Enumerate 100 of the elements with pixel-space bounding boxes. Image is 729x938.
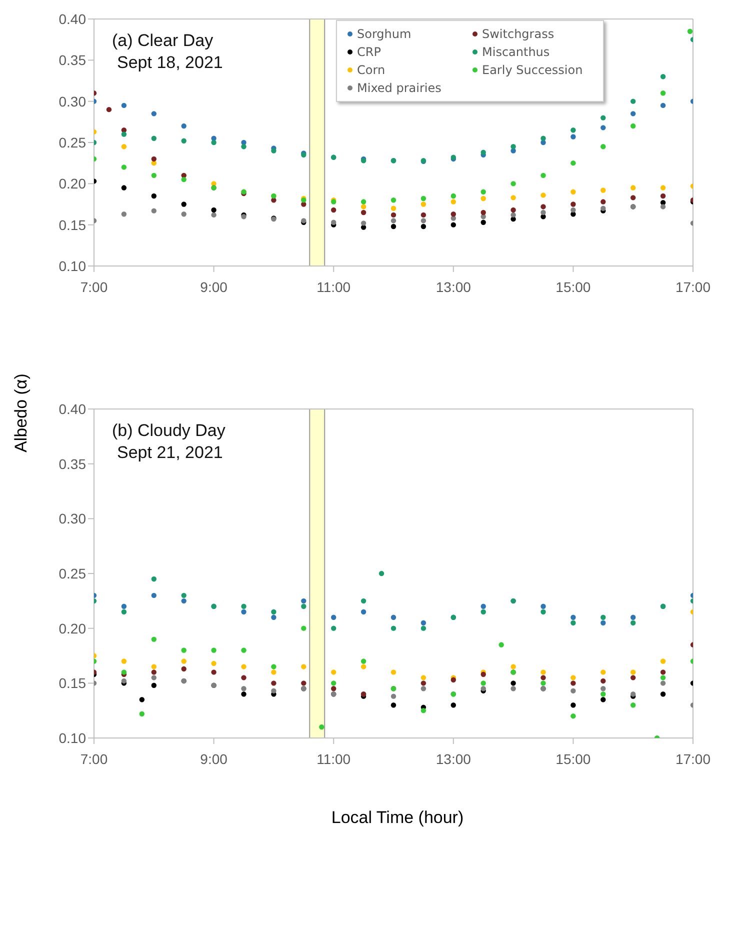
point xyxy=(540,192,546,198)
y-tick-label: 0.10 xyxy=(58,730,86,746)
point xyxy=(600,199,606,204)
point xyxy=(540,609,546,614)
point xyxy=(211,648,216,653)
point xyxy=(510,212,516,218)
point xyxy=(540,210,546,216)
point xyxy=(390,614,396,620)
point xyxy=(420,218,426,224)
point xyxy=(271,670,276,675)
legend-label: Miscanthus xyxy=(482,45,550,59)
legend-label: CRP xyxy=(357,45,381,59)
point xyxy=(331,686,336,692)
point xyxy=(480,196,486,202)
point xyxy=(331,220,336,225)
point xyxy=(151,208,156,214)
text: Sept 18, 2021 xyxy=(116,52,223,74)
y-tick-label: 0.20 xyxy=(58,176,86,192)
point xyxy=(378,570,384,576)
point xyxy=(510,680,516,686)
point xyxy=(181,592,186,598)
x-tick-label: 15:00 xyxy=(556,750,591,767)
y-axis-title: Albedo (α) xyxy=(11,374,31,452)
point xyxy=(181,598,186,604)
point xyxy=(301,626,306,631)
point xyxy=(540,172,546,178)
point xyxy=(420,708,426,714)
point xyxy=(660,670,666,675)
point xyxy=(480,150,486,155)
point xyxy=(360,220,366,226)
point xyxy=(450,702,456,708)
point xyxy=(151,193,156,199)
point xyxy=(331,670,336,675)
point xyxy=(360,210,366,216)
point xyxy=(121,604,127,609)
point xyxy=(121,658,127,664)
point xyxy=(181,648,186,653)
point xyxy=(420,620,426,626)
point xyxy=(420,224,426,230)
point xyxy=(241,675,246,680)
point xyxy=(630,675,636,680)
point xyxy=(271,609,276,614)
point xyxy=(211,660,216,666)
point xyxy=(106,106,112,112)
point xyxy=(450,222,456,228)
point xyxy=(181,658,186,664)
point xyxy=(540,675,546,680)
point xyxy=(390,670,396,675)
point xyxy=(450,199,456,204)
y-tick-label: 0.25 xyxy=(58,134,86,150)
point xyxy=(540,680,546,686)
point xyxy=(660,680,666,686)
text: (a) Clear Day xyxy=(112,30,214,52)
point xyxy=(151,670,156,675)
point xyxy=(420,626,426,631)
point xyxy=(360,199,366,204)
point xyxy=(600,206,606,211)
point xyxy=(390,218,396,224)
point xyxy=(510,181,516,186)
point xyxy=(151,172,156,178)
point xyxy=(450,193,456,199)
point xyxy=(151,592,156,598)
x-tick-label: 11:00 xyxy=(316,278,351,295)
y-tick-label: 0.25 xyxy=(58,565,86,582)
legend-label: Switchgrass xyxy=(482,27,554,41)
point xyxy=(390,224,396,230)
point xyxy=(600,692,606,697)
legend-label: Sorghum xyxy=(357,27,412,41)
point xyxy=(121,609,127,614)
x-tick-label: 17:00 xyxy=(675,278,711,295)
point xyxy=(211,207,216,213)
point xyxy=(151,156,156,162)
point xyxy=(390,212,396,218)
point xyxy=(630,702,636,708)
point xyxy=(570,160,576,166)
point xyxy=(390,694,396,699)
point xyxy=(331,680,336,686)
point xyxy=(121,144,127,150)
point xyxy=(510,195,516,200)
x-tick-label: 7:00 xyxy=(80,750,108,767)
legend-label: Early Succession xyxy=(482,63,583,77)
point xyxy=(570,202,576,207)
point xyxy=(241,686,246,692)
point xyxy=(630,670,636,675)
point xyxy=(498,642,504,648)
point xyxy=(630,98,636,104)
point xyxy=(600,686,606,692)
point xyxy=(181,123,186,129)
point xyxy=(121,185,127,190)
point xyxy=(600,115,606,120)
point xyxy=(390,702,396,708)
point xyxy=(480,604,486,609)
point xyxy=(271,664,276,670)
point xyxy=(271,614,276,620)
x-tick-label: 9:00 xyxy=(200,278,228,295)
x-tick-label: 15:00 xyxy=(556,278,591,295)
x-tick-label: 17:00 xyxy=(675,750,711,767)
point xyxy=(570,688,576,694)
point xyxy=(121,102,127,108)
point xyxy=(600,670,606,675)
